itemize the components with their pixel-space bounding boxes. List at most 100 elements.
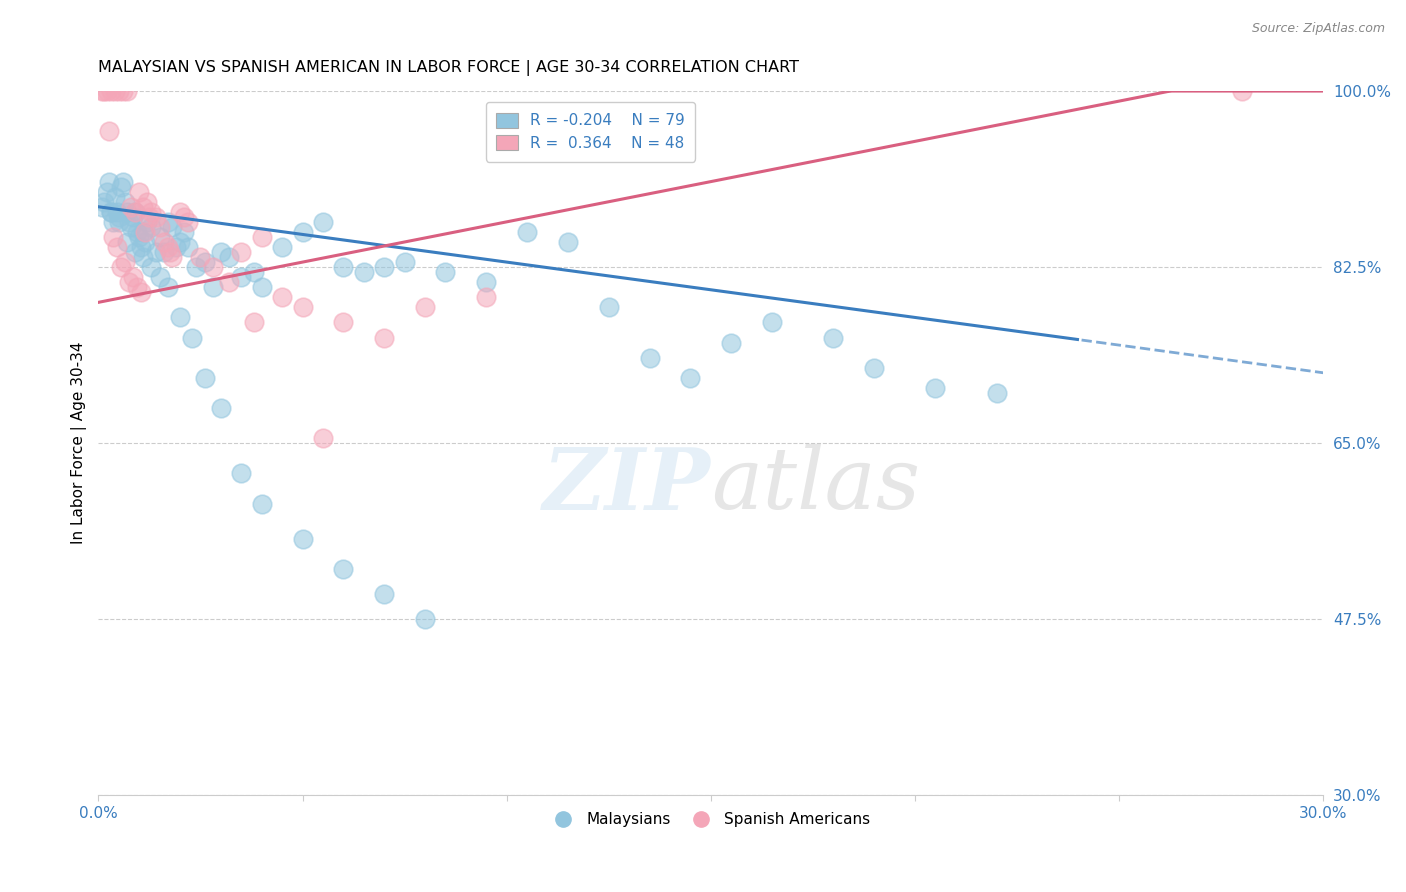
Point (110, 260, 132, 274)
Point (160, 250, 183, 264)
Point (91, 200, 114, 214)
Point (124, 204, 146, 219)
Point (96, 185, 118, 199)
Point (160, 219, 183, 234)
Point (129, 240, 152, 254)
Point (242, 316, 264, 330)
Point (132, 225, 155, 239)
Point (141, 260, 163, 274)
Point (679, 371, 702, 385)
Text: Source: ZipAtlas.com: Source: ZipAtlas.com (1251, 22, 1385, 36)
Point (118, 275, 141, 289)
Point (107, 84, 129, 98)
Point (250, 230, 273, 244)
Point (156, 280, 179, 294)
Point (132, 200, 155, 214)
Point (127, 280, 149, 294)
Point (332, 562, 354, 576)
Point (93, 84, 115, 98)
Point (271, 240, 294, 254)
Point (93, 194, 115, 209)
Point (124, 204, 146, 219)
Point (231, 467, 253, 481)
Point (193, 371, 215, 385)
Point (111, 84, 134, 98)
Point (145, 245, 167, 260)
Point (107, 210, 129, 224)
Point (181, 330, 204, 344)
Text: atlas: atlas (711, 444, 920, 527)
Point (159, 245, 181, 260)
Point (165, 240, 187, 254)
Point (120, 200, 142, 214)
Point (394, 255, 416, 269)
Text: ZIP: ZIP (543, 443, 711, 527)
Point (114, 255, 136, 269)
Point (122, 270, 145, 285)
Point (231, 245, 253, 260)
Point (250, 280, 273, 294)
Point (434, 265, 457, 279)
Point (122, 210, 145, 224)
Point (127, 225, 149, 239)
Point (149, 270, 172, 285)
Point (169, 235, 191, 249)
Point (111, 175, 134, 189)
Point (413, 301, 436, 315)
Point (1230, 84, 1253, 98)
Point (332, 316, 354, 330)
Point (101, 230, 124, 244)
Point (101, 215, 124, 229)
Point (136, 194, 159, 209)
Point (115, 235, 138, 249)
Point (107, 215, 129, 229)
Point (231, 270, 253, 285)
Point (863, 360, 886, 375)
Point (149, 230, 172, 244)
Point (557, 235, 579, 249)
Point (209, 401, 232, 415)
Point (373, 260, 395, 274)
Point (97, 124, 120, 138)
Point (115, 84, 138, 98)
Point (218, 250, 240, 264)
Point (373, 587, 395, 601)
Point (110, 179, 132, 194)
Point (598, 301, 620, 315)
Point (156, 240, 179, 254)
Text: MALAYSIAN VS SPANISH AMERICAN IN LABOR FORCE | AGE 30-34 CORRELATION CHART: MALAYSIAN VS SPANISH AMERICAN IN LABOR F… (98, 60, 800, 76)
Point (190, 250, 212, 264)
Point (186, 260, 208, 274)
Y-axis label: In Labor Force | Age 30-34: In Labor Force | Age 30-34 (72, 342, 87, 544)
Point (100, 204, 122, 219)
Point (475, 290, 498, 304)
Point (105, 204, 128, 219)
Point (193, 255, 215, 269)
Point (136, 215, 159, 229)
Point (986, 385, 1008, 400)
Point (638, 351, 661, 365)
Point (128, 230, 150, 244)
Point (96, 84, 118, 98)
Point (332, 260, 354, 274)
Point (312, 431, 335, 445)
Point (218, 275, 240, 289)
Point (177, 215, 200, 229)
Point (114, 194, 136, 209)
Point (97, 175, 120, 189)
Point (120, 219, 142, 234)
Point (169, 310, 191, 325)
Point (291, 532, 314, 546)
Point (173, 225, 195, 239)
Point (720, 335, 742, 350)
Point (152, 235, 174, 249)
Point (91, 84, 114, 98)
Point (291, 301, 314, 315)
Point (209, 245, 232, 260)
Point (271, 290, 294, 304)
Point (823, 330, 845, 344)
Point (132, 250, 155, 264)
Legend: Malaysians, Spanish Americans: Malaysians, Spanish Americans (546, 806, 876, 833)
Point (353, 265, 375, 279)
Point (156, 215, 179, 229)
